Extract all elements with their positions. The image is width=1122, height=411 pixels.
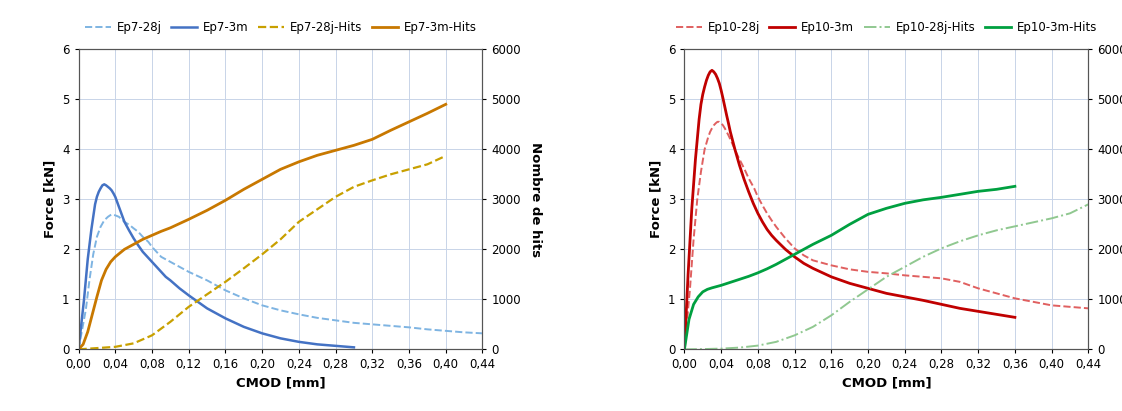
Legend: Ep7-28j, Ep7-3m, Ep7-28j-Hits, Ep7-3m-Hits: Ep7-28j, Ep7-3m, Ep7-28j-Hits, Ep7-3m-Hi… [80, 16, 481, 39]
Y-axis label: Force [kN]: Force [kN] [650, 160, 662, 238]
X-axis label: CMOD [mm]: CMOD [mm] [842, 377, 931, 390]
Y-axis label: Force [kN]: Force [kN] [44, 160, 56, 238]
X-axis label: CMOD [mm]: CMOD [mm] [236, 377, 325, 390]
Y-axis label: Nombre de hits: Nombre de hits [528, 142, 542, 257]
Legend: Ep10-28j, Ep10-3m, Ep10-28j-Hits, Ep10-3m-Hits: Ep10-28j, Ep10-3m, Ep10-28j-Hits, Ep10-3… [671, 16, 1102, 39]
